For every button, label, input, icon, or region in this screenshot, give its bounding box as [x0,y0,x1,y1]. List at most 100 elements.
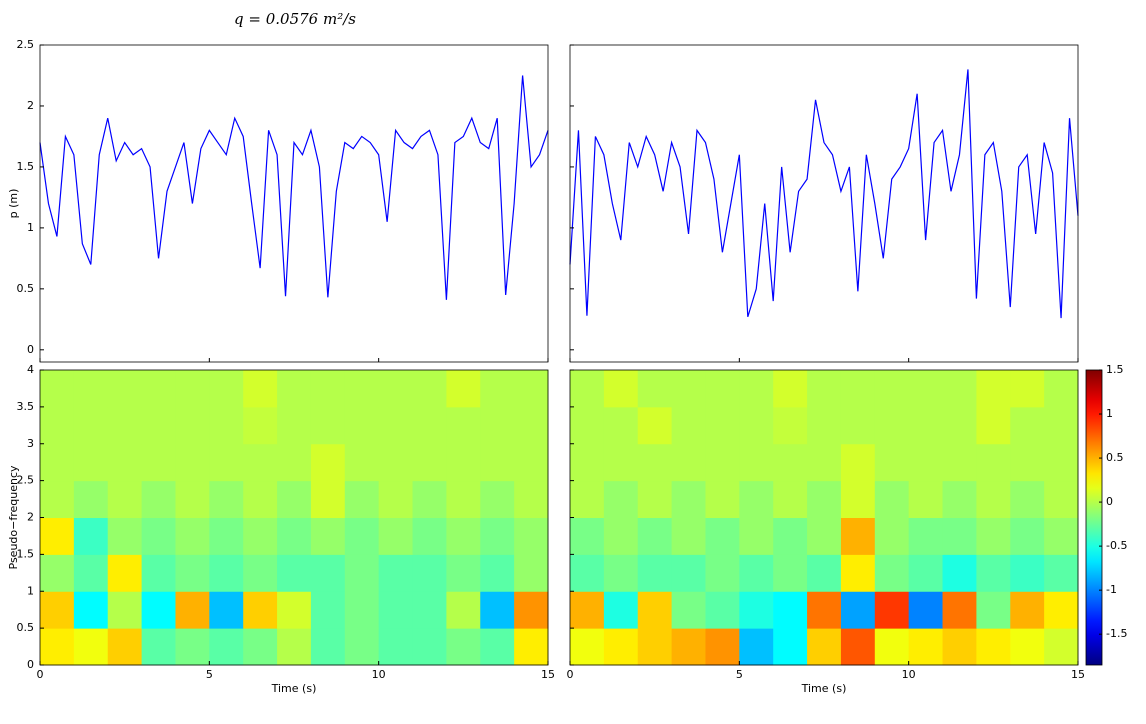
heat-cell [807,628,842,666]
line-series [569,69,1079,319]
heat-cell [344,517,380,555]
heat-cell [107,517,143,555]
heat-cell [637,554,673,592]
heat-cell [570,370,605,408]
heat-cell [277,554,312,592]
heat-cell [344,480,380,518]
y-tick-label: 3 [27,437,34,450]
heat-cell [942,443,977,482]
heat-cell [107,480,143,518]
heat-cell [739,406,774,445]
heat-cell [480,443,515,482]
heat-cell [976,591,1011,629]
heat-cell [1044,406,1079,445]
heat-cell [243,517,278,555]
heat-cell [277,517,312,555]
colorbar-tick-label: 1 [1106,407,1113,420]
heat-cell [976,554,1011,592]
x-tick-label: 0 [567,668,574,681]
heat-cell [976,443,1011,482]
axes-box [569,44,1079,363]
heat-cell [344,554,380,592]
heat-cell [840,480,876,518]
x-tick-label: 10 [902,668,916,681]
heat-cell [739,480,774,518]
heat-cell [942,628,977,666]
heat-cell [107,443,143,482]
heat-cell [570,554,605,592]
heat-cell [603,517,639,555]
x-tick-label: 15 [1071,668,1085,681]
heat-cell [637,406,673,445]
heat-cell [175,517,210,555]
heat-cell [40,443,75,482]
heat-cell [310,517,346,555]
y-tick-label: 4 [27,363,34,376]
heat-cell [976,370,1011,408]
x-tick-label: 5 [206,668,213,681]
heat-cell [942,480,977,518]
heat-cell [773,517,808,555]
heat-cell [514,554,549,592]
heat-cell [840,443,876,482]
heat-cell [141,628,176,666]
heat-cell [243,480,278,518]
heat-cell [874,554,910,592]
heat-cell [141,406,176,445]
heat-cell [773,370,808,408]
heat-cell [840,517,876,555]
heat-cell [446,628,481,666]
colorbar-tick-label: -0.5 [1106,539,1127,552]
heat-cell [378,406,414,445]
heat-cell [840,406,876,445]
y-tick-label: 1 [27,584,34,597]
heat-cell [277,591,312,629]
heat-cell [446,554,481,592]
heat-cell [310,370,346,408]
heat-cell [942,406,977,445]
heat-cell [378,370,414,408]
heat-cell [637,591,673,629]
heat-cell [277,406,312,445]
heat-cell [243,406,278,445]
heat-cell [141,480,176,518]
heat-cell [840,591,876,629]
heat-cell [141,554,176,592]
heat-cell [40,628,75,666]
heat-cell [1010,370,1045,408]
heat-cell [705,370,740,408]
heat-cell [412,443,447,482]
heat-cell [412,406,447,445]
heat-cell [570,443,605,482]
heat-cell [514,443,549,482]
x-axis-label: Time (s) [271,682,317,695]
heat-cell [840,370,876,408]
heat-cell [773,443,808,482]
heat-cell [603,443,639,482]
heat-cell [209,443,244,482]
heat-cell [73,370,109,408]
heat-cell [344,628,380,666]
heat-cell [412,591,447,629]
y-tick-label: 2.5 [17,474,35,487]
heat-cell [40,554,75,592]
y-tick-label: 1.5 [17,547,35,560]
heat-cell [874,628,910,666]
heat-cell [209,406,244,445]
heat-cell [705,591,740,629]
heat-cell [378,554,414,592]
heat-cell [976,480,1011,518]
heat-cell [514,591,549,629]
heat-cell [107,370,143,408]
heat-cell [446,370,481,408]
heat-cell [73,628,109,666]
heat-cell [107,406,143,445]
heat-cell [243,554,278,592]
heat-cell [1044,443,1079,482]
heat-cell [209,480,244,518]
heat-cell [480,517,515,555]
heat-cell [976,406,1011,445]
heat-cell [310,443,346,482]
heat-cell [874,406,910,445]
